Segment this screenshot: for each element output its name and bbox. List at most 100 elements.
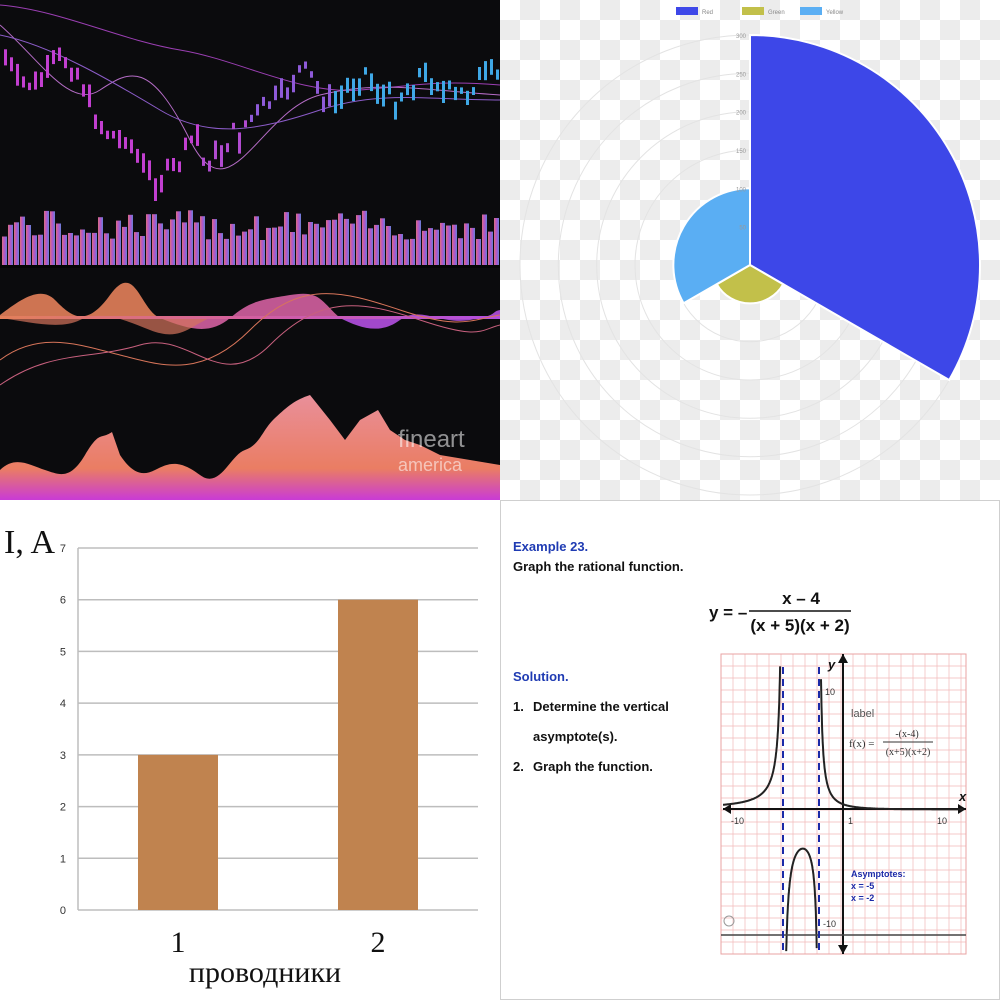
candle <box>28 82 31 91</box>
candle <box>46 55 49 78</box>
y-tick-label: 2 <box>60 802 66 814</box>
candle <box>454 86 457 101</box>
y-tick-label: 1 <box>60 853 66 865</box>
volume-bar <box>152 214 157 265</box>
volume-bar <box>476 239 481 265</box>
curve-right <box>820 679 963 811</box>
candle <box>172 158 175 172</box>
candle <box>382 84 385 107</box>
legend-label: Yellow <box>826 10 844 16</box>
polar-tick-label: 300 <box>736 34 747 40</box>
volume-bar <box>302 234 307 265</box>
y-tick-label: 5 <box>60 646 66 658</box>
candle <box>346 77 349 93</box>
candle <box>268 101 271 109</box>
volume-bar <box>2 236 7 265</box>
volume-bar <box>428 228 433 265</box>
volume-bar <box>242 231 247 265</box>
equation-denominator: (x + 5)(x + 2) <box>750 616 849 635</box>
candle <box>148 160 151 181</box>
candle <box>496 69 499 80</box>
function-graph: y x -10 10 1 10 -10 label f(x) = -(x-4) … <box>720 653 967 955</box>
candle <box>100 121 103 135</box>
volume-bar <box>140 236 145 265</box>
candle <box>484 61 487 81</box>
candle <box>244 120 247 128</box>
candle <box>466 90 469 105</box>
volume-bar <box>200 216 205 265</box>
volume-bar <box>320 227 325 265</box>
volume-bar <box>146 214 151 265</box>
polar-chart-panel: Red Green Yellow 300 250 200 150 100 50 <box>500 0 1000 500</box>
graph-grid <box>720 653 967 955</box>
volume-bar <box>170 219 175 265</box>
asymptote-2: x = -2 <box>851 893 874 903</box>
candle <box>280 78 283 98</box>
volume-bar <box>122 226 127 265</box>
candle <box>154 178 157 201</box>
y-axis-arrow-down <box>838 945 848 954</box>
candle <box>274 85 277 101</box>
candle <box>352 78 355 102</box>
volume-bar <box>158 223 163 265</box>
polar-area-chart: Red Green Yellow 300 250 200 150 100 50 <box>519 7 981 496</box>
label-word: label <box>851 708 874 720</box>
candle <box>490 59 493 75</box>
volume-bar <box>80 229 85 265</box>
volume-bar <box>422 230 427 265</box>
volume-bar <box>104 233 109 265</box>
watermark-line2: america <box>398 455 463 475</box>
candle <box>442 80 445 103</box>
candle <box>292 74 295 93</box>
volume-bar <box>32 235 37 265</box>
step-1-text: Determine the vertical <box>533 699 669 714</box>
bar-series <box>138 599 418 910</box>
y-tick-label: 3 <box>60 750 66 762</box>
volume-bar <box>392 235 397 265</box>
x-axis-title: проводники <box>189 956 341 989</box>
volume-bar <box>290 232 295 265</box>
volume-bar <box>44 210 49 265</box>
volume-bar <box>494 218 499 265</box>
step-1-cont: asymptote(s). <box>533 729 618 744</box>
bar <box>138 754 218 910</box>
y-tick-label: 7 <box>60 543 66 555</box>
volume-bar <box>374 224 379 265</box>
oscillator-up-left <box>0 282 160 318</box>
candle <box>262 96 265 106</box>
oscillator-down-left <box>0 315 210 335</box>
equation-lhs: y = – <box>709 603 747 622</box>
volume-bar <box>110 238 115 265</box>
function-lhs: f(x) = <box>849 738 874 750</box>
candle <box>226 143 229 153</box>
polar-slice <box>672 187 751 305</box>
candle <box>358 78 361 96</box>
volume-bar <box>92 232 97 265</box>
candle <box>52 50 55 65</box>
volume-bar <box>236 235 241 265</box>
candle <box>418 68 421 78</box>
volume-bar <box>26 225 31 265</box>
math-slide-panel: Example 23. Graph the rational function.… <box>500 500 1000 1000</box>
candle <box>160 174 163 193</box>
candle <box>112 130 115 139</box>
volume-bar <box>278 226 283 265</box>
candle <box>88 84 91 108</box>
candle <box>286 87 289 100</box>
volume-bar <box>98 217 103 265</box>
volume-bar <box>8 224 13 265</box>
volume-bar <box>224 238 229 265</box>
volume-bar <box>326 220 331 265</box>
x-axis-arrow-left <box>723 804 731 814</box>
candle <box>232 122 235 130</box>
y-axis-label: y <box>827 657 836 672</box>
step-2-num: 2. <box>513 759 524 774</box>
candle <box>34 71 37 90</box>
candle <box>178 161 181 173</box>
candle <box>94 114 97 129</box>
candle <box>406 83 409 96</box>
tick-right: 10 <box>937 816 947 826</box>
legend-label: Green <box>768 10 785 16</box>
polar-legend: Red Green Yellow <box>676 7 844 16</box>
step-1-num: 1. <box>513 699 524 714</box>
